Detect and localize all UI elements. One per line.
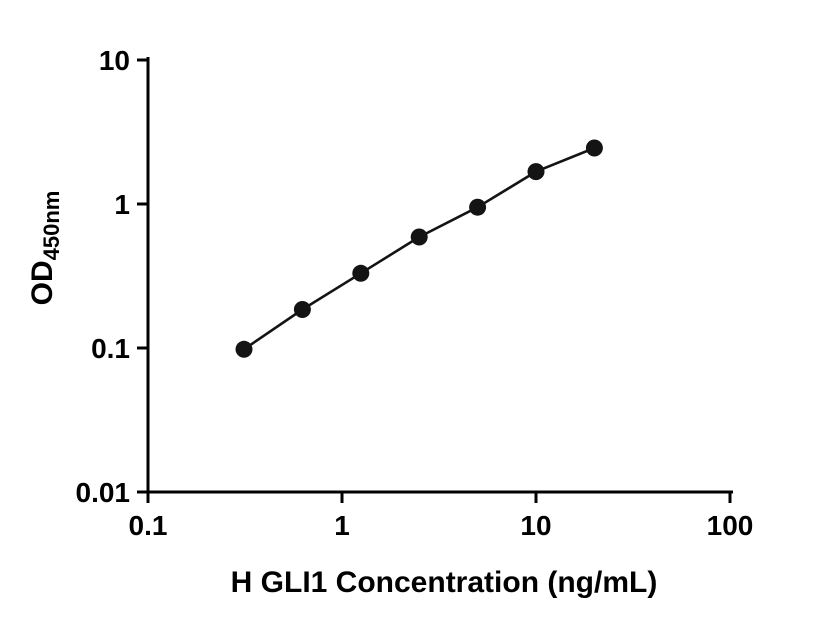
x-tick-label: 100: [707, 510, 754, 541]
data-point: [585, 139, 603, 157]
x-tick-label: 0.1: [129, 510, 168, 541]
y-tick-label: 10: [99, 45, 130, 76]
y-tick-label: 0.1: [91, 333, 130, 364]
data-point: [293, 301, 311, 318]
x-tick-label: 1: [334, 510, 350, 541]
y-tick-label: 0.01: [76, 477, 131, 508]
x-axis-label: H GLI1 Concentration (ng/mL): [231, 566, 658, 599]
y-axis-label: OD450nm: [26, 191, 64, 306]
data-point: [410, 228, 428, 246]
data-point: [469, 198, 487, 216]
x-tick-label: 10: [520, 510, 551, 541]
curve-line: [243, 146, 595, 351]
data-point: [352, 264, 370, 282]
data-point: [235, 340, 253, 358]
data-point: [527, 163, 545, 181]
y-tick-label: 1: [114, 189, 130, 220]
